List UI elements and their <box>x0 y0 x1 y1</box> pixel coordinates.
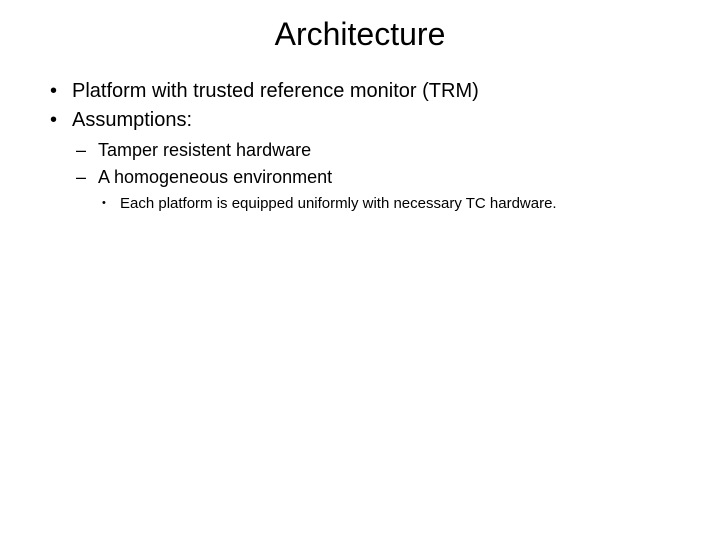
bullet-text: Platform with trusted reference monitor … <box>72 80 479 102</box>
bullet-text: A homogeneous environment <box>98 167 332 187</box>
bullet-text: Tamper resistent hardware <box>98 140 311 160</box>
list-item: A homogeneous environment Each platform … <box>72 164 672 216</box>
list-item: Each platform is equipped uniformly with… <box>98 193 672 216</box>
bullet-text: Each platform is equipped uniformly with… <box>120 195 557 212</box>
list-item: Assumptions: Tamper resistent hardware A… <box>48 106 672 216</box>
slide-content: Platform with trusted reference monitor … <box>0 77 720 216</box>
slide: Architecture Platform with trusted refer… <box>0 0 720 540</box>
list-item: Tamper resistent hardware <box>72 137 672 164</box>
bullet-list-lvl3: Each platform is equipped uniformly with… <box>98 193 672 216</box>
bullet-list-lvl2: Tamper resistent hardware A homogeneous … <box>72 137 672 216</box>
bullet-list-lvl1: Platform with trusted reference monitor … <box>48 77 672 216</box>
bullet-text: Assumptions: <box>72 109 192 131</box>
slide-title: Architecture <box>0 16 720 53</box>
list-item: Platform with trusted reference monitor … <box>48 77 672 106</box>
